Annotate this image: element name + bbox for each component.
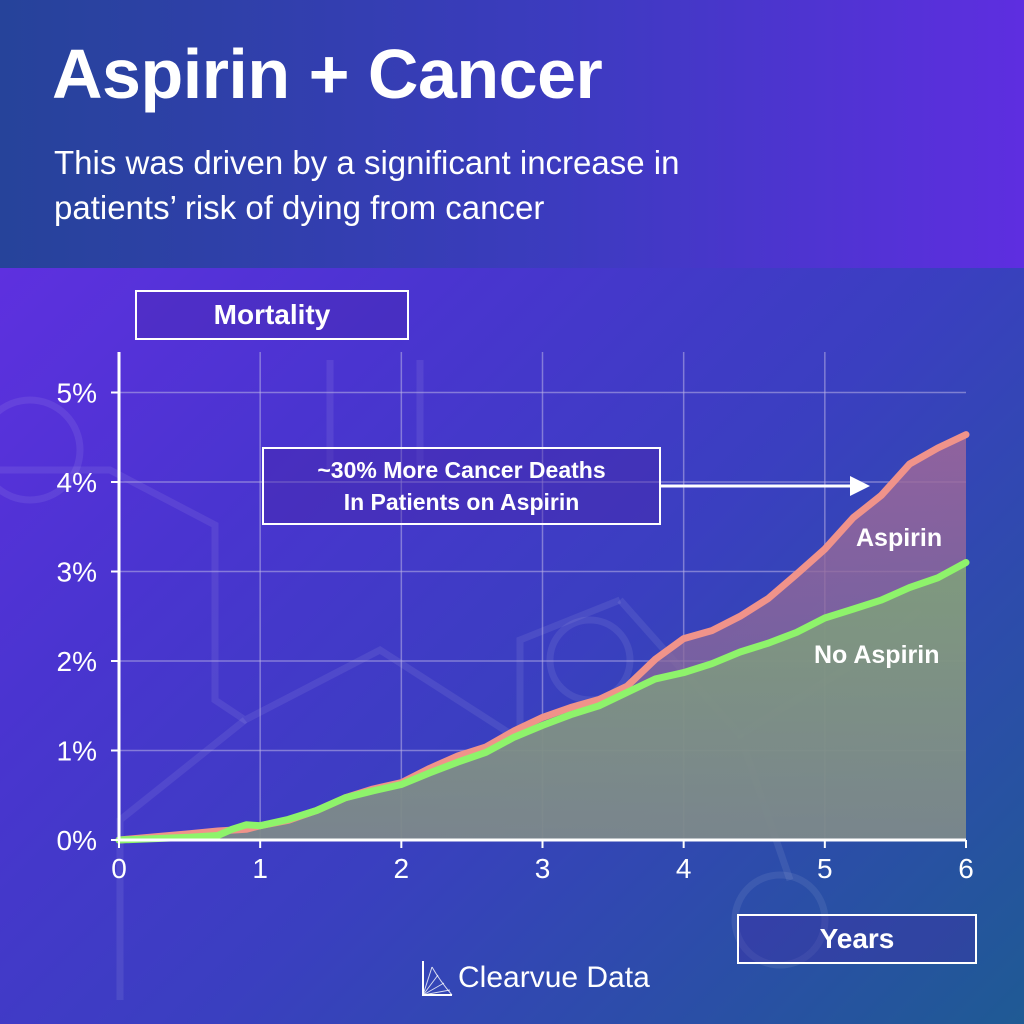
header-banner: Aspirin + Cancer This was driven by a si…: [0, 0, 1024, 268]
x-tick-label: 0: [111, 853, 127, 884]
y-tick-labels: 0% 1% 2% 3% 4% 5%: [57, 378, 97, 857]
page-subtitle: This was driven by a significant increas…: [54, 140, 954, 230]
y-tick-label: 4%: [57, 467, 97, 498]
brand-name: Clearvue Data: [458, 961, 650, 994]
clearvue-logo-icon: [422, 961, 453, 996]
x-tick-label: 4: [676, 853, 692, 884]
x-tick-label: 1: [252, 853, 268, 884]
area-no-aspirin: [119, 562, 966, 840]
y-tick-label: 0%: [57, 825, 97, 856]
page-title: Aspirin + Cancer: [52, 35, 603, 113]
chart-lines: [115, 431, 970, 844]
x-axis-label: Years: [737, 914, 977, 964]
y-tick-label: 2%: [57, 646, 97, 677]
subtitle-line-1: This was driven by a significant increas…: [54, 144, 680, 181]
x-tick-label: 2: [394, 853, 410, 884]
x-tick-label: 5: [817, 853, 833, 884]
annotation-line-2: In Patients on Aspirin: [343, 489, 580, 515]
y-axis-label: Mortality: [135, 290, 409, 340]
y-tick-label: 5%: [57, 378, 97, 409]
chart-axes: [111, 352, 967, 848]
series-label-no-aspirin: No Aspirin: [814, 641, 940, 669]
series-label-aspirin: Aspirin: [856, 524, 943, 552]
annotation-callout: ~30% More Cancer Deaths In Patients on A…: [262, 447, 661, 525]
annotation-line-1: ~30% More Cancer Deaths: [317, 457, 606, 483]
y-tick-label: 1%: [57, 736, 97, 767]
x-tick-label: 6: [958, 853, 974, 884]
line-no-aspirin: [115, 559, 970, 844]
brand-logo: Clearvue Data: [420, 958, 650, 998]
annotation-arrow: [661, 476, 870, 496]
y-tick-label: 3%: [57, 557, 97, 588]
x-tick-labels: 0 1 2 3 4 5 6: [111, 853, 974, 884]
chart-areas: [119, 434, 966, 840]
subtitle-line-2: patients’ risk of dying from cancer: [54, 189, 545, 226]
x-tick-label: 3: [535, 853, 551, 884]
